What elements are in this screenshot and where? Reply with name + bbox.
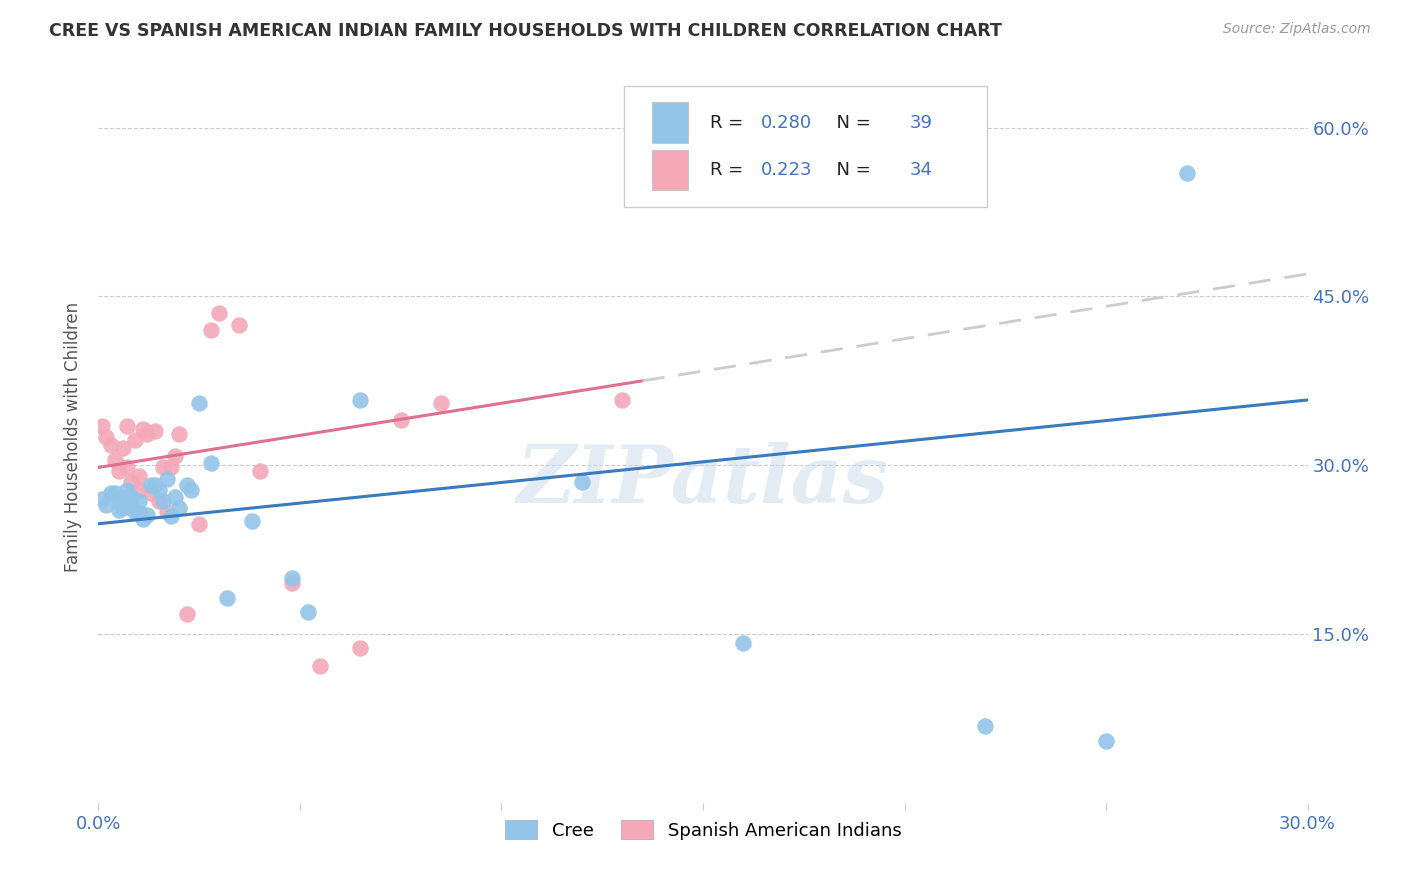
Point bbox=[128, 506, 150, 520]
Point bbox=[128, 469, 150, 483]
Point bbox=[297, 605, 319, 619]
Text: Source: ZipAtlas.com: Source: ZipAtlas.com bbox=[1223, 22, 1371, 37]
Point bbox=[148, 483, 170, 497]
Point bbox=[188, 396, 211, 410]
Point bbox=[107, 464, 129, 478]
Text: CREE VS SPANISH AMERICAN INDIAN FAMILY HOUSEHOLDS WITH CHILDREN CORRELATION CHAR: CREE VS SPANISH AMERICAN INDIAN FAMILY H… bbox=[49, 22, 1002, 40]
Text: N =: N = bbox=[825, 161, 876, 179]
Point bbox=[124, 506, 146, 520]
Point bbox=[132, 422, 155, 436]
Point bbox=[1095, 734, 1118, 748]
Point bbox=[240, 515, 263, 529]
Point bbox=[107, 494, 129, 508]
Point bbox=[430, 396, 453, 410]
Point bbox=[115, 483, 138, 497]
Point bbox=[200, 323, 222, 337]
Point bbox=[124, 434, 146, 448]
Point bbox=[128, 483, 150, 497]
Point bbox=[208, 306, 231, 320]
Point bbox=[135, 508, 157, 522]
Point bbox=[1175, 166, 1198, 180]
Text: 0.223: 0.223 bbox=[761, 161, 813, 179]
Point bbox=[139, 478, 162, 492]
Point bbox=[228, 318, 250, 332]
Point bbox=[309, 658, 332, 673]
Point bbox=[612, 392, 634, 407]
Point bbox=[163, 449, 186, 463]
Text: N =: N = bbox=[825, 113, 876, 131]
Point bbox=[115, 494, 138, 508]
Point bbox=[120, 490, 142, 504]
Point bbox=[135, 426, 157, 441]
Point bbox=[167, 426, 190, 441]
Point bbox=[91, 491, 114, 506]
Point bbox=[281, 576, 304, 591]
Text: 39: 39 bbox=[910, 113, 932, 131]
Point bbox=[160, 460, 183, 475]
Point bbox=[733, 636, 755, 650]
Point bbox=[349, 640, 371, 655]
Text: R =: R = bbox=[710, 113, 749, 131]
Point bbox=[217, 591, 239, 605]
Point bbox=[100, 438, 122, 452]
Point bbox=[152, 460, 174, 475]
Point bbox=[188, 516, 211, 531]
Point bbox=[139, 486, 162, 500]
Point bbox=[143, 478, 166, 492]
Point bbox=[103, 486, 125, 500]
Y-axis label: Family Households with Children: Family Households with Children bbox=[65, 302, 83, 572]
Point bbox=[143, 425, 166, 439]
Point bbox=[115, 418, 138, 433]
Point bbox=[249, 464, 271, 478]
Point bbox=[111, 500, 134, 515]
Point bbox=[96, 498, 118, 512]
Point bbox=[115, 460, 138, 475]
Point bbox=[176, 478, 198, 492]
Point bbox=[107, 503, 129, 517]
FancyBboxPatch shape bbox=[624, 86, 987, 207]
Point bbox=[148, 494, 170, 508]
FancyBboxPatch shape bbox=[652, 150, 689, 190]
Point bbox=[120, 500, 142, 515]
Point bbox=[96, 430, 118, 444]
Point bbox=[200, 456, 222, 470]
Point bbox=[103, 452, 125, 467]
Point bbox=[180, 483, 202, 497]
Point bbox=[389, 413, 412, 427]
Point bbox=[156, 506, 179, 520]
Point bbox=[160, 508, 183, 523]
Point bbox=[571, 475, 593, 489]
FancyBboxPatch shape bbox=[652, 103, 689, 143]
Point bbox=[132, 512, 155, 526]
Text: ZIPatlas: ZIPatlas bbox=[517, 442, 889, 520]
Point bbox=[128, 494, 150, 508]
Legend: Cree, Spanish American Indians: Cree, Spanish American Indians bbox=[496, 811, 910, 848]
Point bbox=[349, 392, 371, 407]
Point bbox=[120, 475, 142, 489]
Point bbox=[100, 486, 122, 500]
Text: R =: R = bbox=[710, 161, 749, 179]
Point bbox=[111, 490, 134, 504]
Point bbox=[91, 418, 114, 433]
Text: 0.280: 0.280 bbox=[761, 113, 813, 131]
Point bbox=[152, 494, 174, 508]
Point bbox=[111, 442, 134, 456]
Point bbox=[163, 490, 186, 504]
Point bbox=[167, 500, 190, 515]
Point bbox=[156, 472, 179, 486]
Text: 34: 34 bbox=[910, 161, 932, 179]
Point bbox=[974, 719, 997, 733]
Point bbox=[281, 571, 304, 585]
Point bbox=[176, 607, 198, 621]
